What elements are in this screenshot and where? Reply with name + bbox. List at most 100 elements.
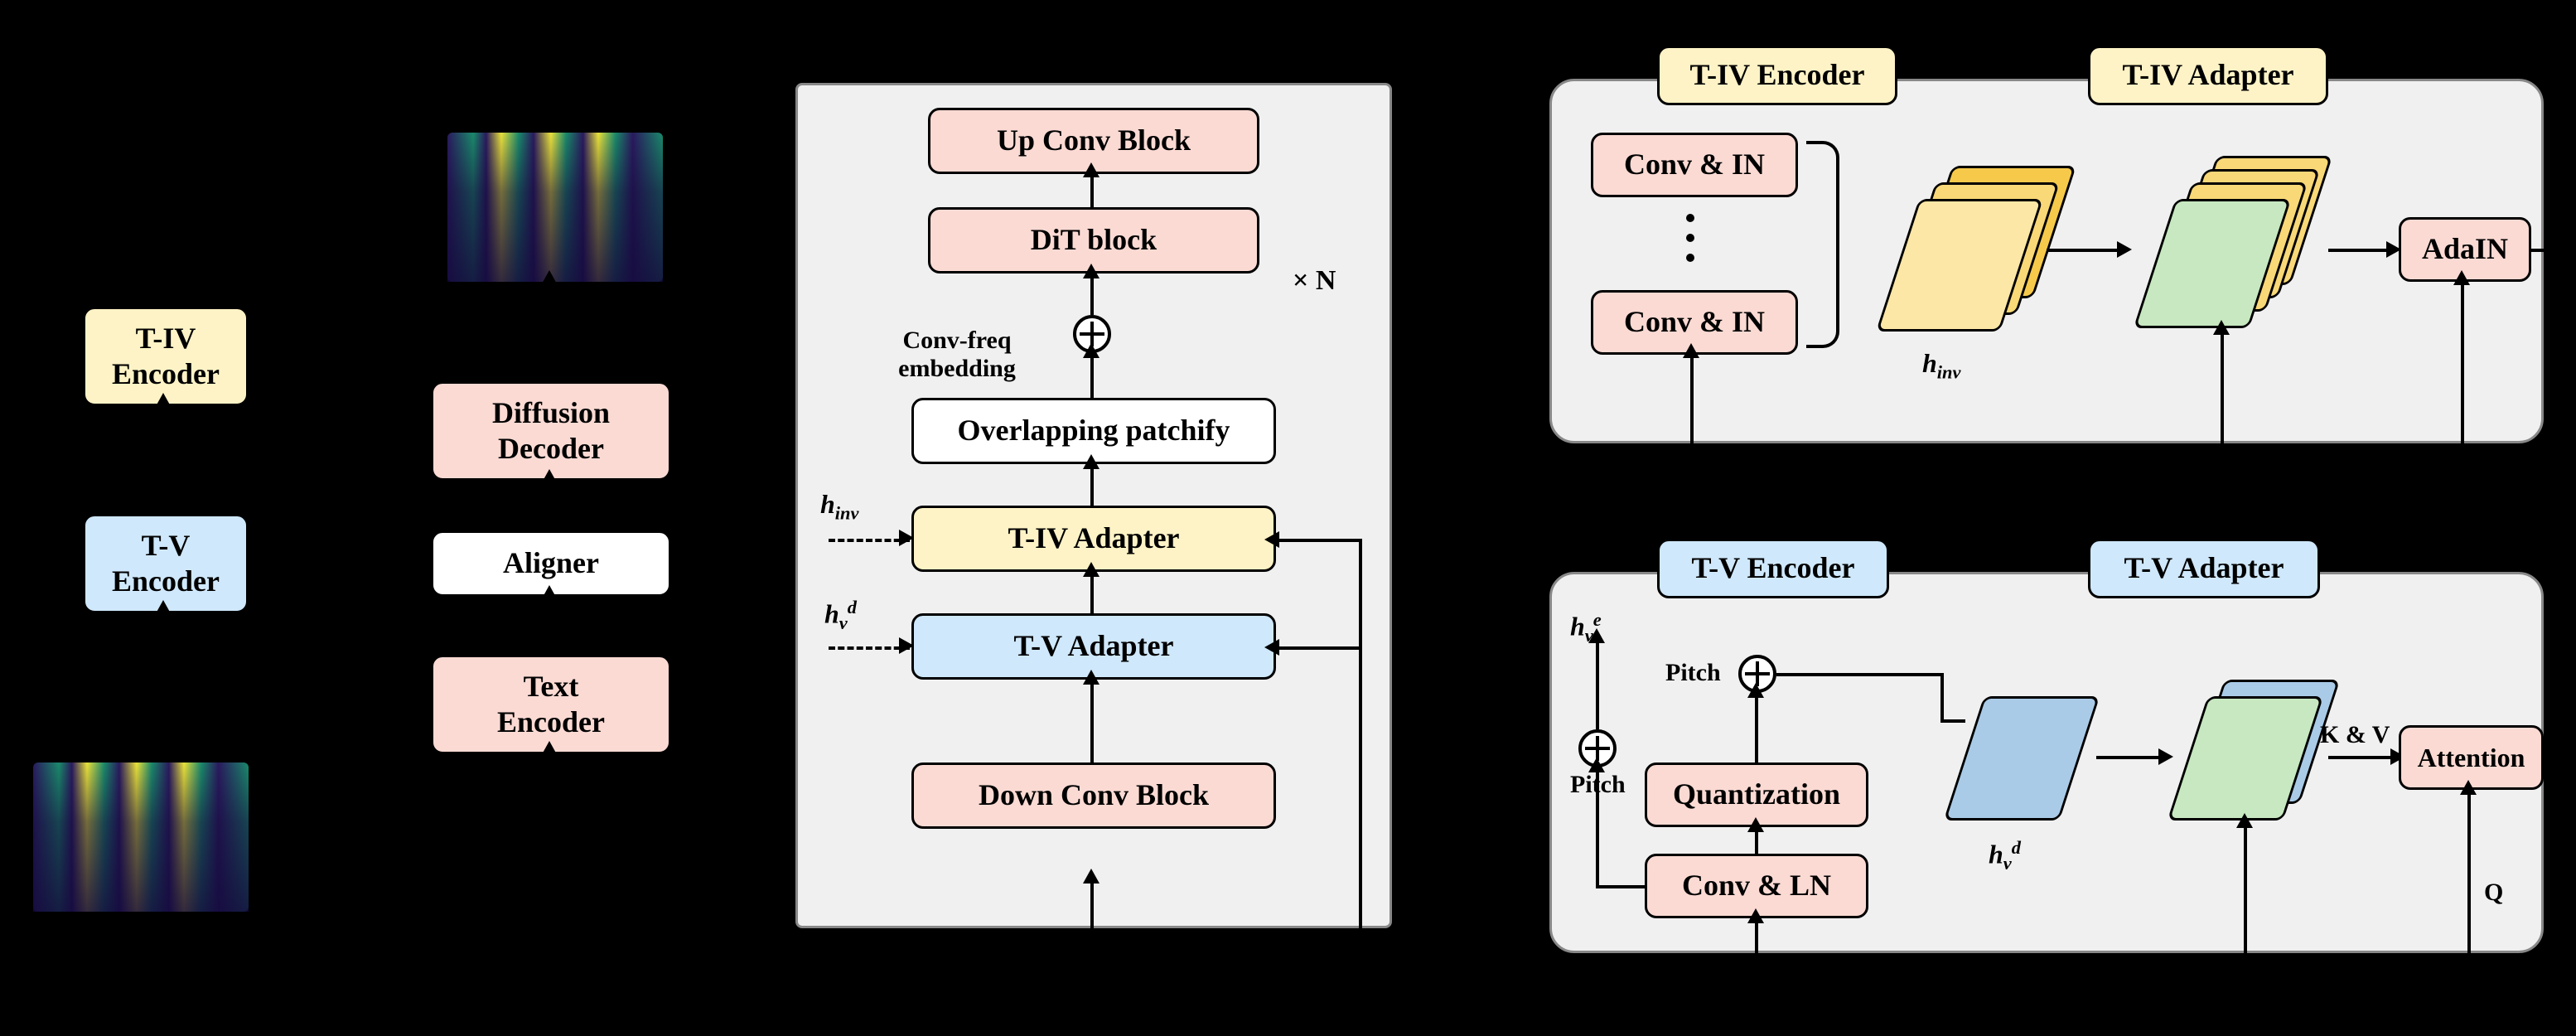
br-a3h [2158, 748, 2173, 765]
arrow-hvd-left [249, 562, 429, 565]
br-a2 [1776, 673, 1942, 676]
aligner-label: Aligner [503, 545, 599, 581]
timestep-label-tr: Timestep t [2158, 464, 2285, 496]
diffusion-decoder-block: Diffusion Decoder [431, 381, 671, 481]
tr-out [2531, 249, 2564, 252]
hvd-br: hvd [1989, 837, 2021, 874]
br-a3 [2096, 756, 2163, 759]
tiv-encoder-label: T-IV Encoder [112, 321, 220, 392]
mid-hvd-dash-h [899, 637, 914, 654]
m-a6h [1083, 670, 1100, 685]
br-blue-elbow-h [1940, 719, 1965, 723]
br-branch-vh [1588, 758, 1605, 772]
br-branch-h [1596, 885, 1646, 888]
arrow-te-al [549, 597, 552, 655]
arrow-hinv-left [249, 355, 431, 358]
br-t-up [2244, 825, 2247, 993]
h-v-d-label-left: hvd [307, 493, 339, 530]
timestep-label-mid: Timestep t [1284, 982, 1411, 1014]
arrow-hinv-v [428, 355, 431, 383]
brace-convIN [1806, 141, 1839, 348]
mid-top-out [1083, 23, 1100, 38]
text-encoder-label: Text Encoder [497, 669, 605, 740]
timestep-label-br: Timestep t [2179, 990, 2306, 1022]
reference-label-br: Reference [1694, 990, 1815, 1022]
mid-hvd: hvd [824, 597, 857, 634]
tr-hdiff-up-h [2453, 270, 2470, 285]
tv-encoder-label: T-V Encoder [112, 528, 220, 599]
mid-t-vert [1359, 539, 1362, 986]
mid-bottom-in2 [1090, 880, 1094, 930]
arrow-hinv-left-head [418, 347, 433, 364]
mid-backbone [1090, 33, 1094, 83]
br-ref-up [1755, 918, 1758, 993]
m-a4 [1090, 464, 1094, 506]
arrow-ref-up [162, 613, 166, 762]
times-n-label: × N [1293, 265, 1336, 297]
br-q-up-h [2460, 780, 2477, 795]
br-blue-elbow-v [1940, 673, 1944, 723]
noise-label: Noise xt, hmel [936, 982, 1088, 1019]
tr-ref-up-h [1683, 343, 1699, 358]
br-hve-out [1596, 638, 1599, 729]
m-a5 [1090, 572, 1094, 613]
tr-hdiff-up [2461, 282, 2464, 462]
arrow-hvd-left-head [417, 554, 432, 571]
arrow-hve-up [345, 564, 348, 733]
diffusion-decoder-label: Diffusion Decoder [492, 395, 610, 467]
hdiff-br: hdiff [2440, 990, 2484, 1027]
text-encoder-block: Text Encoder [431, 655, 671, 754]
mid-hvd-dash [829, 646, 910, 650]
mid-t-h2h [1264, 639, 1279, 656]
br-a1h [1747, 683, 1764, 698]
m-a2 [1090, 274, 1094, 315]
br-ref-up-h [1747, 908, 1764, 923]
m-a3h [1083, 343, 1100, 358]
br-q-up [2467, 790, 2471, 993]
tr-a1h [2117, 241, 2132, 258]
br-a0h [1747, 817, 1764, 832]
tv-encoder-tag: T-V Encoder [1657, 539, 1889, 598]
tr-ref-up [1690, 355, 1694, 462]
mid-hinv-dash [829, 539, 910, 542]
m-a4h [1083, 454, 1100, 469]
m-a5h [1083, 562, 1100, 577]
mid-hinv: hinv [820, 489, 858, 524]
br-hve-out-h [1588, 628, 1605, 643]
arrow-te-al-head [541, 585, 558, 600]
m-a3 [1090, 353, 1094, 398]
kv-label: K & V [2320, 721, 2390, 749]
tr-a1 [2047, 249, 2121, 252]
arrow-hve-left [249, 729, 348, 733]
h-inv-label-left: hinv [282, 307, 320, 341]
tv-adapter-tag: T-V Adapter [2088, 539, 2320, 598]
conv-in-dots [1686, 214, 1694, 262]
spectrogram-mel-output [447, 133, 663, 282]
m-a2h [1083, 264, 1100, 278]
reference-label-left: Reference [66, 937, 186, 968]
br-out [2544, 756, 2569, 759]
tv-encoder-block: T-V Encoder [83, 514, 249, 613]
hinv-tr: hinv [1922, 348, 1960, 383]
arrow-ref-fork-head [155, 393, 172, 408]
arrow-phon-up [549, 754, 552, 928]
br-a1 [1755, 693, 1758, 762]
tiv-adapter-tag: T-IV Adapter [2088, 46, 2328, 105]
br-branch-v [1596, 767, 1599, 888]
spectrogram-reference [33, 762, 249, 912]
tiv-encoder-tag: T-IV Encoder [1657, 46, 1897, 105]
br-t-up-h [2236, 813, 2253, 828]
arrow-al-dd-head [541, 469, 558, 484]
arrow-ref-up-head [155, 600, 172, 615]
mid-t-h1 [1276, 539, 1359, 542]
q-label: Q [2484, 879, 2503, 907]
conv-freq-label: Conv-freq embedding [870, 298, 1044, 383]
mid-t-h2 [1276, 646, 1359, 650]
arrow-ref-fork [162, 406, 166, 514]
reference-label-tr: Reference [1632, 464, 1752, 496]
m-a1h [1083, 162, 1100, 177]
tr-a2 [2328, 249, 2390, 252]
conv-in-top: Conv & IN [1591, 133, 1798, 197]
mid-bottom-in [1090, 928, 1094, 986]
arrow-al-dd [549, 481, 552, 530]
